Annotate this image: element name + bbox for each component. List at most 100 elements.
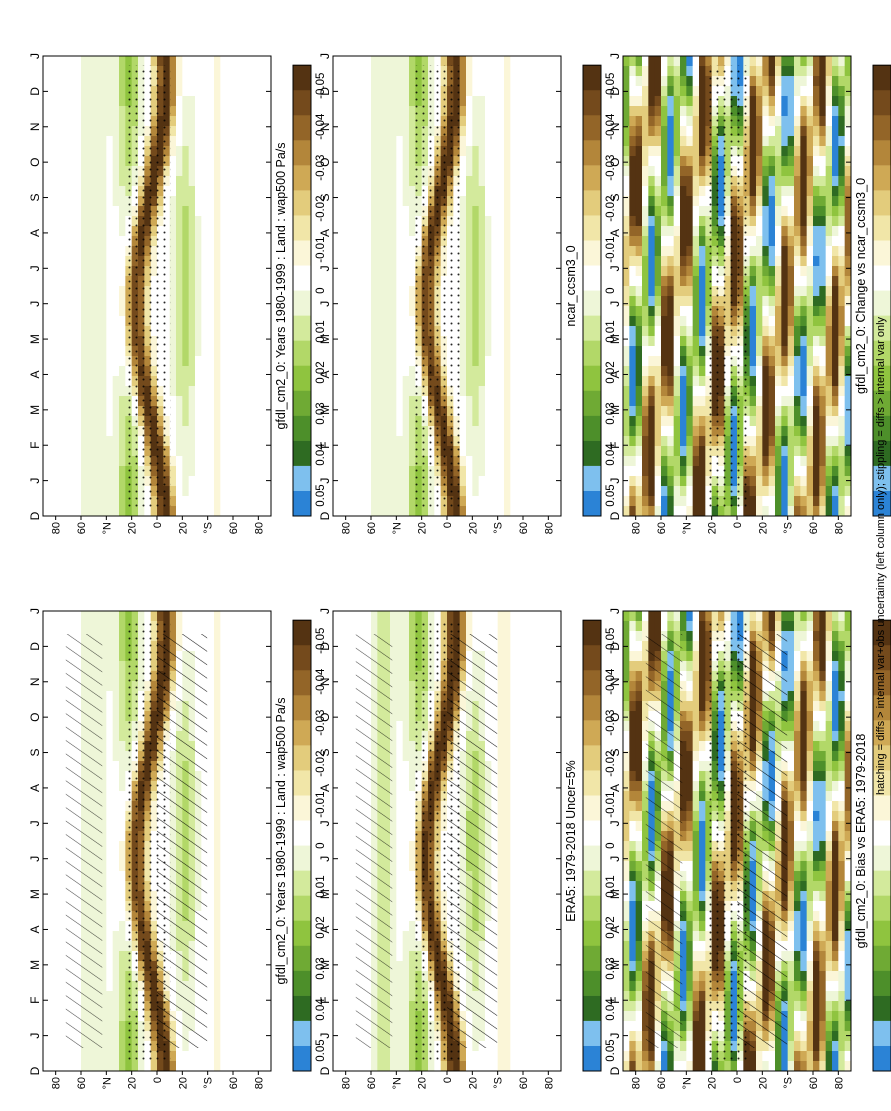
heatmap-cell [220, 750, 228, 761]
heatmap-cell [81, 305, 88, 316]
heatmap-cell [233, 435, 240, 446]
heatmap-cell [55, 55, 63, 66]
heatmap-cell [516, 870, 524, 881]
heatmap-cell [542, 970, 549, 981]
heatmap-cell [49, 385, 57, 396]
heatmap-cell [339, 920, 347, 931]
heatmap-cell [542, 740, 549, 751]
heatmap-cell [258, 455, 266, 466]
heatmap-cell [74, 465, 82, 476]
heatmap-cell [252, 760, 259, 771]
heatmap-cell [258, 750, 266, 761]
heatmap-cell [497, 930, 505, 941]
heatmap-cell [93, 155, 101, 166]
heatmap-cell [87, 425, 95, 436]
heatmap-cell [49, 115, 57, 126]
heatmap-cell [239, 710, 247, 721]
heatmap-cell [55, 345, 63, 356]
heatmap-cell [258, 325, 266, 336]
heatmap-cell [245, 115, 253, 126]
heatmap-cell [542, 1030, 549, 1041]
heatmap-cell [226, 990, 234, 1001]
heatmap-cell [207, 820, 215, 831]
heatmap-cell [523, 840, 530, 851]
heatmap-cell [119, 750, 126, 761]
heatmap-cell [252, 385, 259, 396]
heatmap-cell [264, 285, 272, 296]
heatmap-cell [43, 455, 50, 466]
heatmap-cell [554, 900, 562, 911]
heatmap-cell [81, 425, 88, 436]
heatmap-cell [233, 215, 240, 226]
heatmap-cell [264, 505, 272, 516]
heatmap-cell [233, 980, 240, 991]
heatmap-cell [49, 820, 57, 831]
heatmap-cell [195, 125, 202, 136]
heatmap-cell [523, 930, 530, 941]
heatmap-cell [258, 205, 266, 216]
heatmap-cell [554, 1020, 562, 1031]
heatmap-cell [548, 780, 556, 791]
heatmap-cell [339, 680, 347, 691]
heatmap-cell [214, 640, 221, 651]
heatmap-cell [226, 830, 234, 841]
heatmap-cell [81, 455, 88, 466]
heatmap-cell [68, 1060, 76, 1071]
heatmap-cell [535, 710, 543, 721]
heatmap-cell [49, 950, 57, 961]
heatmap-cell [497, 1060, 505, 1071]
heatmap-cell [402, 850, 410, 861]
heatmap-cell [245, 750, 253, 761]
heatmap-cell [333, 840, 340, 851]
heatmap-cell [402, 680, 410, 691]
heatmap-cell [226, 1050, 234, 1061]
heatmap-cell [497, 810, 505, 821]
heatmap-cell [100, 195, 107, 206]
heatmap-cell [119, 155, 126, 166]
heatmap-cell [188, 135, 196, 146]
heatmap-cell [119, 800, 126, 811]
heatmap-cell [258, 650, 266, 661]
heatmap-cell [504, 830, 511, 841]
heatmap-cell [43, 990, 50, 1001]
heatmap-cell [239, 75, 247, 86]
heatmap-cell [220, 670, 228, 681]
heatmap-cell [49, 860, 57, 871]
heatmap-cell [233, 125, 240, 136]
heatmap-cell [43, 980, 50, 991]
heatmap-cell [112, 640, 120, 651]
heatmap-cell [62, 275, 69, 286]
heatmap-cell [112, 405, 120, 416]
heatmap-cell [49, 970, 57, 981]
heatmap-cell [264, 1050, 272, 1061]
heatmap-cell [62, 55, 69, 66]
heatmap-cell [112, 620, 120, 631]
heatmap-cell [252, 335, 259, 346]
heatmap-cell [100, 185, 107, 196]
heatmap-cell [207, 455, 215, 466]
x-tick-label: A [28, 925, 42, 933]
heatmap-cell [55, 405, 63, 416]
heatmap-cell [207, 610, 215, 621]
heatmap-cell [62, 395, 69, 406]
colorbar: 0.050.040.030.020.010-0.01-0.02-0.03-0.0… [292, 64, 327, 517]
heatmap-cell [239, 405, 247, 416]
heatmap-cell [55, 465, 63, 476]
heatmap-cell [264, 950, 272, 961]
heatmap-cell [339, 980, 347, 991]
heatmap-cell [510, 760, 518, 771]
heatmap-cell [523, 1030, 530, 1041]
heatmap-cell [497, 940, 505, 951]
heatmap-cell [226, 1020, 234, 1031]
heatmap-cell [68, 345, 76, 356]
heatmap-cell [409, 1050, 416, 1061]
heatmap-cell [49, 1050, 57, 1061]
heatmap-cell [157, 610, 164, 621]
heatmap-cell [252, 495, 259, 506]
heatmap-cell [93, 395, 101, 406]
colorbar-swatch [293, 845, 311, 871]
heatmap-cell [226, 700, 234, 711]
heatmap-cell [239, 850, 247, 861]
heatmap-cell [81, 405, 88, 416]
heatmap-cell [226, 235, 234, 246]
